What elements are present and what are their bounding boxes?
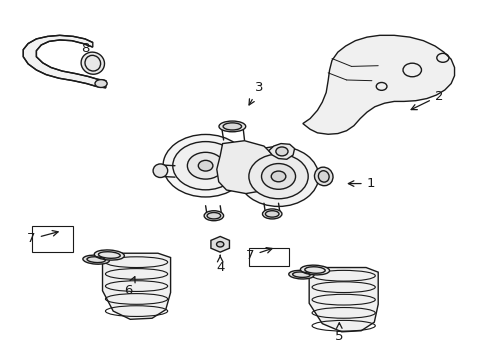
- Ellipse shape: [275, 147, 287, 156]
- Ellipse shape: [94, 250, 124, 260]
- Ellipse shape: [163, 134, 247, 197]
- Text: 2: 2: [410, 90, 442, 110]
- Text: 5: 5: [334, 323, 343, 343]
- Ellipse shape: [198, 160, 212, 171]
- Polygon shape: [210, 237, 229, 252]
- Ellipse shape: [219, 121, 245, 132]
- Ellipse shape: [153, 164, 167, 177]
- Ellipse shape: [238, 147, 318, 206]
- Ellipse shape: [95, 80, 107, 87]
- Text: 4: 4: [216, 255, 224, 274]
- Polygon shape: [102, 253, 170, 319]
- Ellipse shape: [271, 171, 285, 182]
- Ellipse shape: [288, 270, 313, 279]
- Ellipse shape: [314, 167, 332, 186]
- Ellipse shape: [206, 212, 220, 219]
- Ellipse shape: [261, 163, 295, 189]
- Text: 7: 7: [27, 230, 58, 246]
- Polygon shape: [308, 267, 377, 332]
- Ellipse shape: [82, 255, 109, 264]
- Ellipse shape: [262, 209, 282, 219]
- Text: 3: 3: [248, 81, 263, 105]
- Text: 1: 1: [347, 177, 374, 190]
- Ellipse shape: [203, 211, 223, 221]
- Text: 6: 6: [124, 277, 135, 297]
- Polygon shape: [268, 144, 294, 159]
- Ellipse shape: [187, 152, 224, 179]
- Ellipse shape: [248, 154, 307, 199]
- Ellipse shape: [216, 242, 224, 247]
- Text: 8: 8: [81, 42, 91, 63]
- Text: 7: 7: [245, 248, 272, 262]
- Ellipse shape: [318, 171, 328, 182]
- Ellipse shape: [265, 211, 279, 217]
- Polygon shape: [23, 35, 106, 88]
- Ellipse shape: [223, 123, 241, 130]
- Ellipse shape: [81, 52, 104, 74]
- Polygon shape: [216, 141, 275, 194]
- Polygon shape: [302, 35, 454, 134]
- Ellipse shape: [300, 265, 329, 275]
- Ellipse shape: [172, 141, 238, 190]
